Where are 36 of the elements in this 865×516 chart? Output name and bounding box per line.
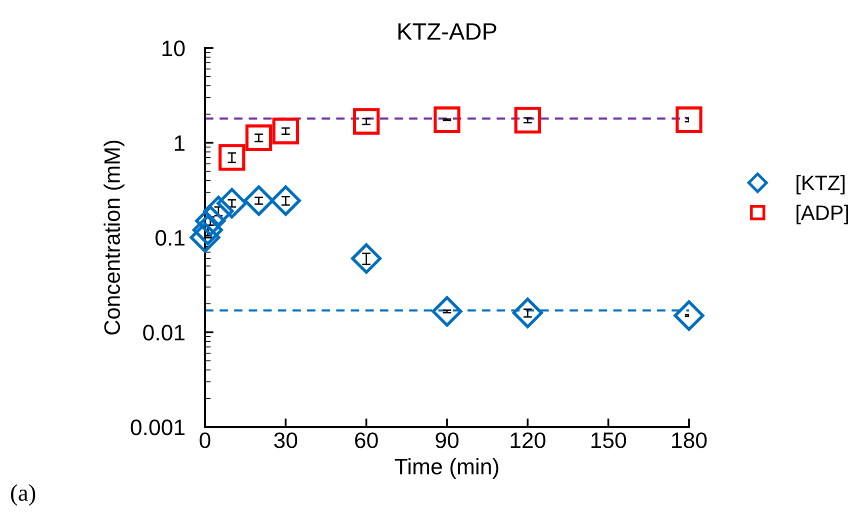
x-tick-label: 120	[510, 432, 546, 448]
point	[432, 296, 462, 327]
point	[218, 144, 246, 171]
point	[195, 206, 226, 236]
point	[190, 222, 220, 253]
point	[203, 196, 234, 226]
x-tick-label: 180	[672, 432, 707, 448]
point	[272, 118, 299, 144]
point	[353, 108, 380, 135]
y-axis-title: Concentration (mM)	[104, 140, 124, 335]
y-tick-label: 0.01	[143, 324, 184, 341]
point	[192, 214, 223, 246]
point	[512, 298, 543, 328]
point	[244, 185, 274, 216]
point	[245, 124, 272, 152]
x-tick-label: 0	[200, 432, 210, 448]
y-tick-label: 1	[174, 136, 184, 151]
point	[674, 300, 704, 331]
point	[216, 188, 248, 219]
y-tick-label: 0.1	[156, 230, 184, 246]
x-tick-label: 30	[274, 432, 298, 448]
y-tick-label: 0.001	[130, 420, 184, 436]
legend-label: [KTZ]	[796, 174, 845, 194]
x-tick-label: 150	[591, 432, 626, 448]
x-tick-label: 90	[436, 432, 458, 448]
point	[676, 106, 702, 134]
point	[270, 185, 301, 216]
y-tick-label: 10	[162, 40, 185, 56]
point	[434, 106, 460, 134]
x-axis-title: Time (min)	[394, 458, 498, 479]
legend-label: [ADP]	[796, 204, 848, 224]
x-tick-label: 60	[355, 432, 378, 448]
point	[351, 243, 382, 274]
point	[514, 106, 541, 134]
text: (a)	[11, 484, 36, 506]
chart-title: KTZ-ADP	[398, 23, 496, 40]
